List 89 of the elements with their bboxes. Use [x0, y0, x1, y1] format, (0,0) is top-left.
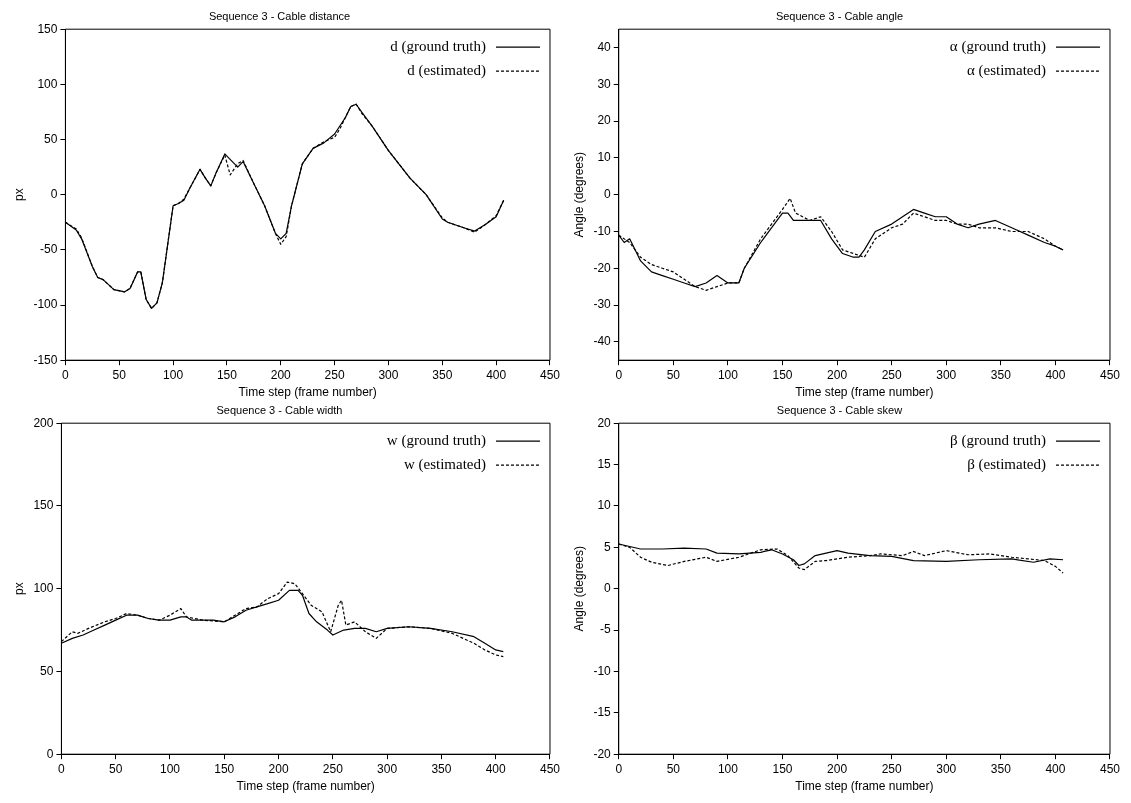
x-tick-label: 50 — [666, 367, 681, 382]
y-tick-label: 20 — [597, 415, 612, 430]
x-tick-label: 450 — [1099, 367, 1121, 382]
x-tick-label: 400 — [485, 761, 507, 776]
x-tick-label: 450 — [1099, 761, 1121, 776]
x-tick-label: 50 — [109, 761, 123, 776]
x-tick-label: 200 — [270, 367, 292, 382]
x-tick-label: 300 — [377, 761, 398, 776]
y-tick-label: 50 — [40, 663, 54, 678]
x-tick-label: 250 — [324, 367, 345, 382]
y-axis-title: px — [11, 582, 26, 596]
y-tick-label: 40 — [597, 39, 612, 54]
y-axis-title: px — [11, 188, 26, 202]
x-tick-label: 350 — [432, 367, 453, 382]
y-tick-label: 150 — [37, 21, 58, 36]
x-axis-title: Time step (frame number) — [238, 385, 377, 400]
legend-label: β (estimated) — [967, 456, 1046, 474]
x-tick-label: 200 — [827, 761, 848, 776]
legend-label: α (estimated) — [966, 62, 1046, 80]
x-tick-label: 100 — [717, 367, 739, 382]
y-tick-label: -150 — [33, 352, 58, 367]
x-tick-label: 200 — [268, 761, 289, 776]
y-tick-label: 100 — [37, 76, 58, 91]
x-tick-label: 50 — [112, 367, 127, 382]
x-tick-label: 350 — [431, 761, 452, 776]
y-tick-label: 200 — [33, 415, 54, 430]
x-tick-label: 400 — [486, 367, 507, 382]
legend-label: w (estimated) — [403, 456, 486, 474]
x-tick-label: 150 — [214, 761, 235, 776]
y-tick-label: 30 — [597, 76, 612, 91]
y-tick-label: 50 — [44, 131, 58, 146]
legend-label: w (ground truth) — [386, 432, 486, 450]
y-axis-title: Angle (degrees) — [571, 152, 586, 238]
x-tick-label: 150 — [772, 761, 793, 776]
x-tick-label: 350 — [990, 367, 1012, 382]
y-tick-label: -5 — [600, 622, 612, 637]
chart-title: Sequence 3 - Cable width — [216, 403, 343, 416]
y-tick-label: -30 — [593, 297, 612, 312]
y-tick-label: 0 — [604, 187, 612, 202]
x-axis-title: Time step (frame number) — [795, 779, 934, 794]
y-tick-label: -10 — [593, 663, 612, 678]
x-axis-title: Time step (frame number) — [795, 385, 934, 400]
x-tick-label: 250 — [322, 761, 344, 776]
y-tick-label: -15 — [593, 705, 612, 720]
x-tick-label: 450 — [539, 761, 561, 776]
y-tick-label: -20 — [593, 260, 612, 275]
y-tick-label: 150 — [33, 498, 54, 513]
y-tick-label: -20 — [593, 746, 612, 761]
legend-label: α (ground truth) — [949, 38, 1046, 56]
x-tick-label: 300 — [936, 367, 957, 382]
y-tick-label: 0 — [604, 581, 612, 596]
x-tick-label: 100 — [163, 367, 184, 382]
x-tick-label: 100 — [717, 761, 739, 776]
x-tick-label: 400 — [1045, 761, 1066, 776]
y-tick-label: 20 — [597, 113, 612, 128]
y-tick-label: -50 — [40, 242, 58, 257]
x-tick-label: 300 — [936, 761, 957, 776]
y-tick-label: 5 — [604, 539, 612, 554]
x-axis-title: Time step (frame number) — [236, 779, 375, 794]
x-tick-label: 300 — [378, 367, 399, 382]
y-tick-label: 10 — [597, 498, 612, 513]
x-tick-label: 0 — [615, 367, 623, 382]
y-tick-label: 0 — [50, 187, 58, 202]
chart-title: Sequence 3 - Cable distance — [208, 9, 351, 22]
x-tick-label: 350 — [990, 761, 1012, 776]
y-axis-title: Angle (degrees) — [571, 546, 586, 632]
x-tick-label: 400 — [1045, 367, 1066, 382]
x-tick-label: 150 — [216, 367, 238, 382]
chart-title: Sequence 3 - Cable angle — [775, 9, 904, 22]
legend-label: d (estimated) — [407, 62, 486, 80]
x-tick-label: 0 — [62, 367, 70, 382]
legend-label: d (ground truth) — [390, 38, 486, 56]
x-tick-label: 250 — [881, 367, 902, 382]
x-tick-label: 200 — [827, 367, 848, 382]
y-tick-label: -100 — [33, 297, 58, 312]
legend-label: β (ground truth) — [950, 432, 1046, 450]
x-tick-label: 450 — [539, 367, 561, 382]
x-tick-label: 100 — [159, 761, 181, 776]
y-tick-label: 0 — [46, 746, 54, 761]
y-tick-label: -40 — [593, 334, 612, 349]
x-tick-label: 250 — [881, 761, 902, 776]
x-tick-label: 150 — [772, 367, 793, 382]
chart-title: Sequence 3 - Cable skew — [776, 403, 903, 416]
y-tick-label: 15 — [597, 456, 612, 471]
y-tick-label: 10 — [597, 150, 612, 165]
x-tick-label: 50 — [666, 761, 681, 776]
y-tick-label: -10 — [593, 223, 612, 238]
x-tick-label: 0 — [615, 761, 623, 776]
y-tick-label: 100 — [33, 581, 54, 596]
